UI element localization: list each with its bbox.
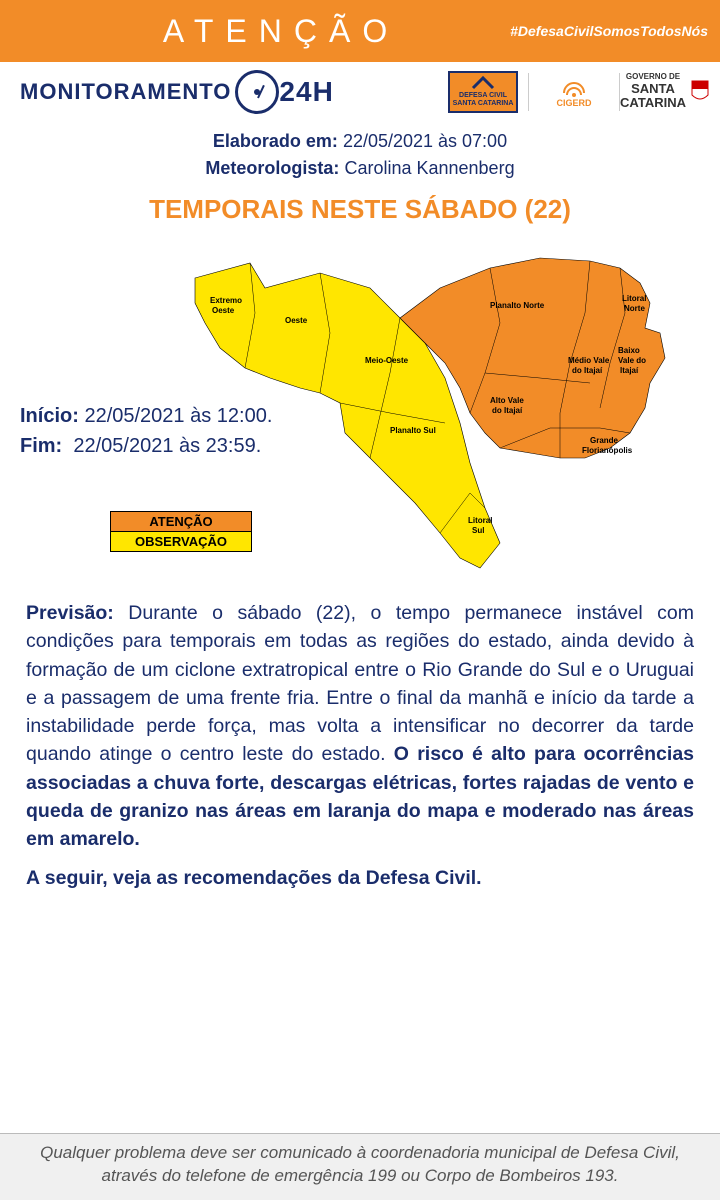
inicio-line: Início: 22/05/2021 às 12:00. [20,401,272,431]
map-legend: ATENÇÃO OBSERVAÇÃO [110,511,252,551]
partner-logos: DEFESA CIVIL SANTA CATARINA CIGERD GOVER… [448,71,700,113]
label-litoral-sul: Litoral [468,516,492,525]
logo-defesa-civil: DEFESA CIVIL SANTA CATARINA [448,71,518,113]
dc-icon [469,76,497,92]
timing-block: Início: 22/05/2021 às 12:00. Fim: 22/05/… [20,401,272,461]
label-litoral-norte2: Norte [624,304,645,313]
fim-line: Fim: 22/05/2021 às 23:59. [20,431,272,461]
label-extremo-oeste: Extremo [210,296,242,305]
elaborado-line: Elaborado em: 22/05/2021 às 07:00 [0,128,720,155]
label-medio-vale2: do Itajaí [572,366,603,375]
follow-line: A seguir, veja as recomendações da Defes… [0,853,720,904]
label-oeste: Oeste [285,316,308,325]
label-litoral-norte: Litoral [622,294,646,303]
meteo-label: Meteorologista: [205,158,339,178]
legend-observacao: OBSERVAÇÃO [110,531,252,552]
sc-line2: SANTA [620,82,686,96]
dc-line2: SANTA CATARINA [453,100,514,108]
meteo-value: Carolina Kannenberg [344,158,514,178]
forecast-block: Previsão: Durante o sábado (22), o tempo… [0,593,720,853]
label-meio-oeste: Meio-Oeste [365,356,409,365]
label-alto-vale: Alto Vale [490,396,524,405]
header-hashtag: #DefesaCivilSomosTodosNós [510,23,708,39]
label-extremo-oeste2: Oeste [212,306,235,315]
label-baixo-vale3: Itajaí [620,366,639,375]
inicio-label: Início: [20,405,79,427]
forecast-body-plain: Durante o sábado (22), o tempo permanece… [26,602,694,765]
main-title: TEMPORAIS NESTE SÁBADO (22) [0,194,720,225]
monitoring-label: MONITORAMENTO 24H [20,70,334,114]
dc-line1: DEFESA CIVIL [459,92,507,100]
logo-cigerd: CIGERD [539,71,609,113]
forecast-label: Previsão: [26,602,114,624]
label-planalto-norte: Planalto Norte [490,301,545,310]
cigerd-text: CIGERD [556,99,591,109]
logo-separator-1 [528,73,529,111]
label-gde-fpolis2: Florianópolis [582,446,633,455]
footer-disclaimer: Qualquer problema deve ser comunicado à … [0,1133,720,1200]
sc-shield-icon [690,79,710,105]
label-litoral-sul2: Sul [472,526,484,535]
fim-value: 22/05/2021 às 23:59. [73,435,261,457]
map-area: Extremo Oeste Oeste Meio-Oeste Planalto … [10,243,710,593]
label-baixo-vale2: Vale do [618,356,646,365]
header-title: ATENÇÃO [12,13,510,50]
inicio-value: 22/05/2021 às 12:00. [84,405,272,427]
label-alto-vale2: do Itajaí [492,406,523,415]
sc-line3: CATARINA [620,96,686,110]
header-bar: ATENÇÃO #DefesaCivilSomosTodosNós [0,0,720,62]
cigerd-icon [559,75,589,99]
monitoring-text: MONITORAMENTO [20,79,231,105]
meta-block: Elaborado em: 22/05/2021 às 07:00 Meteor… [0,128,720,182]
label-baixo-vale: Baixo [618,346,640,355]
legend-atencao: ATENÇÃO [110,511,252,532]
label-planalto-sul: Planalto Sul [390,426,436,435]
fim-label: Fim: [20,435,62,457]
meteo-line: Meteorologista: Carolina Kannenberg [0,155,720,182]
logo-row: MONITORAMENTO 24H DEFESA CIVIL SANTA CAT… [0,62,720,122]
label-medio-vale: Médio Vale [568,356,610,365]
clock-icon [235,70,279,114]
elaborado-value: 22/05/2021 às 07:00 [343,131,507,151]
monitoring-hours: 24H [279,76,333,108]
logo-santa-catarina: GOVERNO DE SANTA CATARINA [630,71,700,113]
label-gde-fpolis: Grande [590,436,619,445]
elaborado-label: Elaborado em: [213,131,338,151]
